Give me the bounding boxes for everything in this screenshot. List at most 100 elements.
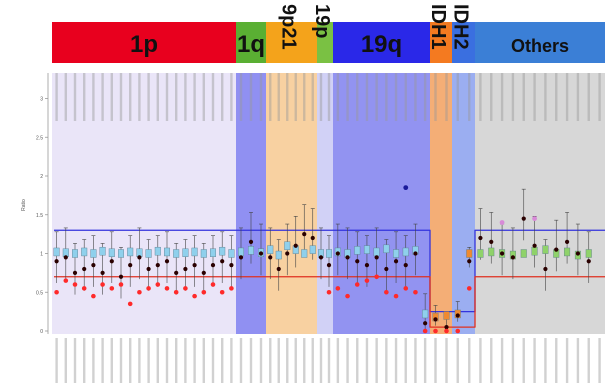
data-point-red <box>155 282 161 287</box>
probe-id-label <box>365 338 369 383</box>
probe-name-label <box>193 73 196 121</box>
box-median <box>219 246 226 256</box>
box-median <box>53 247 60 257</box>
data-point-red <box>393 293 399 299</box>
probe-name-label <box>92 73 95 121</box>
data-point-black <box>137 255 142 260</box>
probe-name-label <box>165 73 169 121</box>
data-point-black <box>118 274 124 279</box>
data-point-black <box>521 216 526 221</box>
data-point-black <box>564 239 570 244</box>
region-panel-idh1 <box>430 73 452 334</box>
probe-id-label <box>500 338 504 383</box>
box-median <box>182 248 189 257</box>
data-point-red <box>81 286 87 291</box>
probe-id-label <box>576 338 580 383</box>
data-point-red <box>466 286 472 291</box>
probe-id-label <box>277 338 280 383</box>
data-point-black <box>510 255 516 260</box>
probe-id-label <box>434 338 437 383</box>
box-median <box>520 249 527 258</box>
data-point-red <box>210 282 216 287</box>
box-median <box>422 309 429 319</box>
probe-id-label <box>303 338 306 383</box>
probe-id-label <box>385 338 388 383</box>
probe-name-label <box>110 73 113 121</box>
region-panel-1q <box>236 73 266 334</box>
header-band-others <box>475 22 605 63</box>
header-band-label-idh2: IDH2 <box>450 4 472 50</box>
probe-name-label <box>221 73 224 121</box>
y-tick-label: 0 <box>40 329 43 335</box>
box-median <box>477 249 484 258</box>
box-median <box>173 249 180 258</box>
probe-name-label <box>423 73 427 121</box>
probe-id-label <box>55 338 58 383</box>
data-point-black <box>210 263 216 268</box>
data-point-red <box>146 286 151 291</box>
data-point-black <box>174 270 179 275</box>
probe-name-label <box>336 73 340 121</box>
data-point-red <box>173 289 179 295</box>
probe-name-label <box>356 73 359 121</box>
box-median <box>309 245 316 254</box>
data-point-outlier <box>532 216 537 222</box>
data-point-red <box>63 278 69 283</box>
probe-name-label <box>490 73 493 121</box>
box-median <box>90 249 97 258</box>
data-point-red <box>100 282 105 287</box>
data-point-red <box>326 289 332 295</box>
data-point-black <box>238 255 244 260</box>
probe-name-label <box>522 73 525 121</box>
probe-id-label <box>175 338 178 383</box>
box-median <box>145 249 152 258</box>
box-median <box>267 245 274 254</box>
data-point-black <box>467 259 472 264</box>
data-point-black <box>326 263 332 268</box>
header-band-idh2 <box>452 22 475 63</box>
data-point-red <box>219 289 225 295</box>
box-median <box>284 241 291 250</box>
header-band-label-others: Others <box>511 36 569 56</box>
box-median <box>443 311 450 320</box>
data-point-black <box>91 263 96 268</box>
probe-id-label <box>211 338 215 383</box>
probe-name-label <box>249 73 253 121</box>
data-point-red <box>374 274 379 280</box>
box-median <box>363 245 370 254</box>
region-panel-others <box>475 73 605 334</box>
y-tick-label: 1 <box>40 252 43 258</box>
box-median <box>488 247 495 257</box>
data-point-black <box>276 266 281 272</box>
box-median <box>127 247 134 257</box>
data-point-black <box>554 247 559 252</box>
data-point-red <box>192 293 197 299</box>
probe-label-group <box>55 73 601 383</box>
data-point-black <box>128 263 133 268</box>
box-median <box>117 249 124 258</box>
box-median <box>191 247 198 257</box>
region-panel-9p21 <box>266 73 317 334</box>
data-point-black <box>393 259 399 264</box>
header-band-19q <box>333 22 430 63</box>
data-point-black <box>285 251 290 256</box>
box-median <box>275 250 282 260</box>
data-point-black <box>229 263 234 268</box>
header-band-1q <box>236 22 266 63</box>
header-band-19p <box>317 22 333 63</box>
box-median <box>228 249 235 258</box>
probe-id-label <box>587 338 590 383</box>
box-median <box>209 248 216 257</box>
probe-id-label <box>598 338 601 383</box>
box-median <box>237 247 244 257</box>
header-band-label-1p: 1p <box>130 31 158 58</box>
probe-name-label <box>202 73 205 121</box>
probe-name-label <box>119 73 123 121</box>
data-point-black <box>543 266 548 272</box>
data-point-black <box>433 317 438 322</box>
probe-id-label <box>110 338 113 383</box>
probe-id-label <box>356 338 359 383</box>
data-point-black <box>201 270 206 275</box>
data-point-black <box>164 259 170 264</box>
